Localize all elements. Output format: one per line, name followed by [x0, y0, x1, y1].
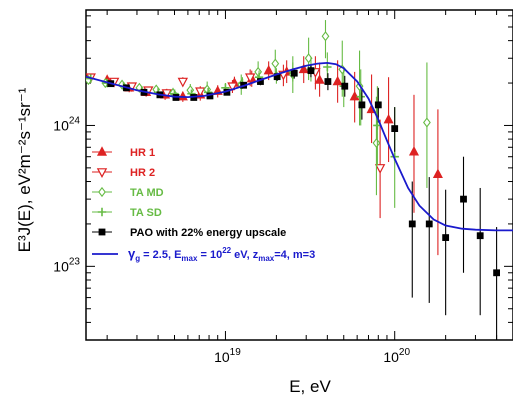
- legend-item: TA MD: [92, 186, 164, 199]
- legend-label: HR 2: [130, 167, 155, 179]
- x-axis-title: E, eV: [289, 377, 331, 396]
- legend-item: TA SD: [92, 207, 162, 219]
- data-point: [321, 31, 330, 42]
- data-point: [460, 195, 467, 203]
- data-point: [442, 234, 450, 241]
- legend-label: HR 1: [130, 147, 155, 159]
- data-point: [391, 125, 399, 132]
- legend-marker: [96, 168, 108, 178]
- data-point: [425, 220, 433, 228]
- series-4: [107, 64, 500, 340]
- data-point: [408, 146, 420, 156]
- data-point: [332, 75, 343, 86]
- data-point: [177, 90, 188, 101]
- data-point: [223, 88, 231, 96]
- data-point: [273, 73, 281, 81]
- legend-label: PAO with 22% energy upscale: [130, 227, 286, 239]
- data-point: [372, 137, 381, 149]
- data-point: [374, 164, 386, 174]
- legend: HR 1 HR 2 TA MD TA SD PAO with 22% energy up…: [92, 146, 315, 263]
- data-point: [304, 53, 313, 64]
- data-point: [254, 66, 263, 78]
- data-point: [177, 77, 189, 88]
- data-point: [244, 73, 256, 84]
- data-layer: [86, 20, 513, 340]
- data-point: [307, 67, 315, 75]
- data-point: [356, 92, 365, 101]
- legend-curve-label: γg = 2.5, Emax = 1022 eV, zmax=4, m=3: [128, 246, 315, 263]
- x-tick-label: 1020: [383, 347, 410, 365]
- data-point: [383, 113, 394, 124]
- legend-label: TA MD: [130, 187, 164, 199]
- legend-label: TA SD: [130, 207, 162, 219]
- data-point: [195, 87, 206, 98]
- tick-labels: 1019 1020 1023 1024: [53, 115, 410, 365]
- data-point: [358, 101, 366, 109]
- data-point: [423, 117, 431, 128]
- data-point: [298, 63, 309, 74]
- axis-ticks: [86, 10, 513, 341]
- legend-marker: [98, 186, 106, 198]
- x-tick-label: 1019: [214, 347, 241, 365]
- legend-item-curve: γg = 2.5, Emax = 1022 eV, zmax=4, m=3: [92, 246, 315, 263]
- data-point: [493, 269, 500, 277]
- legend-item: HR 1: [92, 146, 155, 159]
- y-tick-label: 1023: [53, 256, 80, 274]
- data-point: [257, 78, 264, 85]
- data-point: [476, 232, 484, 240]
- legend-marker: [96, 146, 108, 156]
- plot-frame: [85, 9, 513, 341]
- data-point: [324, 78, 332, 85]
- legend-item: PAO with 22% energy upscale: [92, 227, 286, 239]
- data-point: [408, 220, 416, 228]
- legend-marker: [98, 228, 106, 236]
- data-point: [374, 101, 382, 109]
- y-axis-title: E³J(E), eV²m⁻²s⁻¹sr⁻¹: [15, 87, 34, 252]
- data-point: [263, 64, 274, 75]
- data-point: [323, 62, 332, 72]
- y-tick-label: 1024: [53, 115, 80, 133]
- data-point: [314, 74, 325, 84]
- data-point: [432, 168, 443, 179]
- data-point: [206, 92, 214, 100]
- data-point: [290, 69, 298, 77]
- data-point: [341, 82, 349, 90]
- legend-item: HR 2: [92, 167, 155, 179]
- model-curve: [86, 61, 513, 232]
- data-point: [227, 82, 238, 93]
- legend-marker: [97, 207, 107, 217]
- data-point: [271, 58, 280, 69]
- data-point: [161, 89, 172, 99]
